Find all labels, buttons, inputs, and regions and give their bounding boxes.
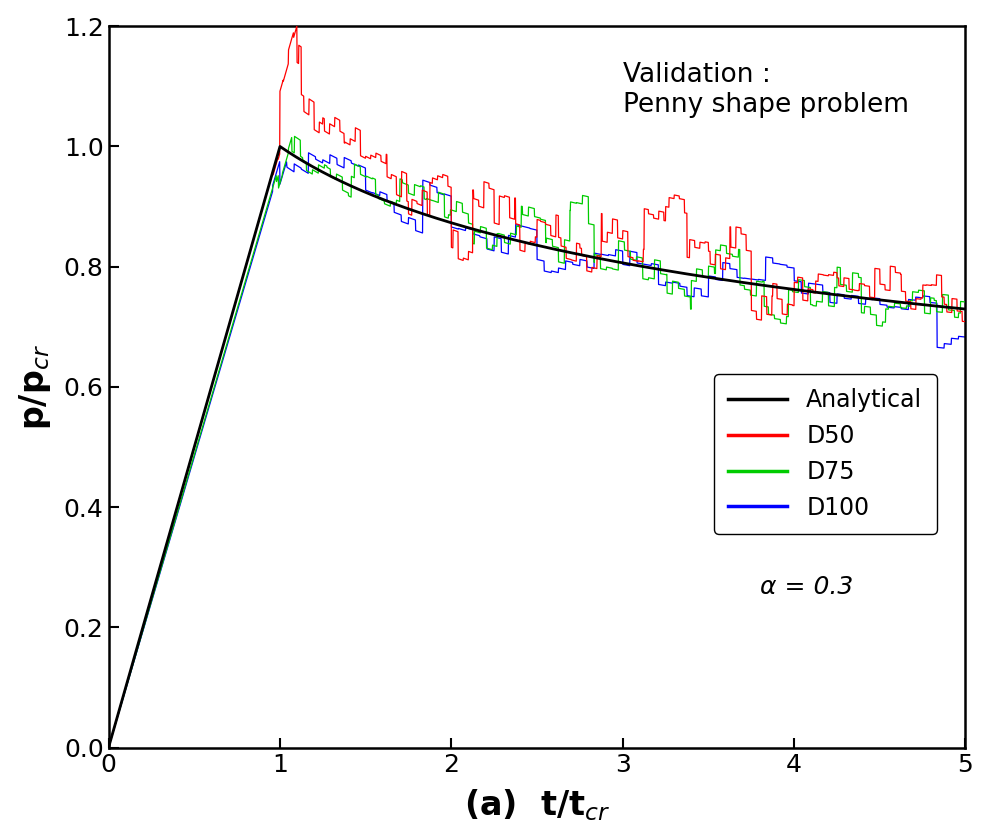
Legend: Analytical, D50, D75, D100: Analytical, D50, D75, D100 (714, 374, 937, 534)
Text: α = 0.3: α = 0.3 (759, 575, 853, 599)
X-axis label: (a)  t/t$_{cr}$: (a) t/t$_{cr}$ (463, 788, 610, 823)
Text: Validation :
Penny shape problem: Validation : Penny shape problem (623, 62, 909, 118)
Y-axis label: p/p$_{cr}$: p/p$_{cr}$ (17, 344, 52, 430)
